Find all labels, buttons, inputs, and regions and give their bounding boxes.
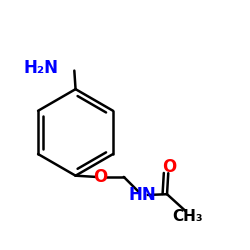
- Text: CH₃: CH₃: [173, 209, 203, 224]
- Text: H₂N: H₂N: [23, 59, 58, 77]
- Text: O: O: [93, 168, 108, 186]
- Text: HN: HN: [128, 186, 156, 204]
- Text: O: O: [162, 158, 176, 176]
